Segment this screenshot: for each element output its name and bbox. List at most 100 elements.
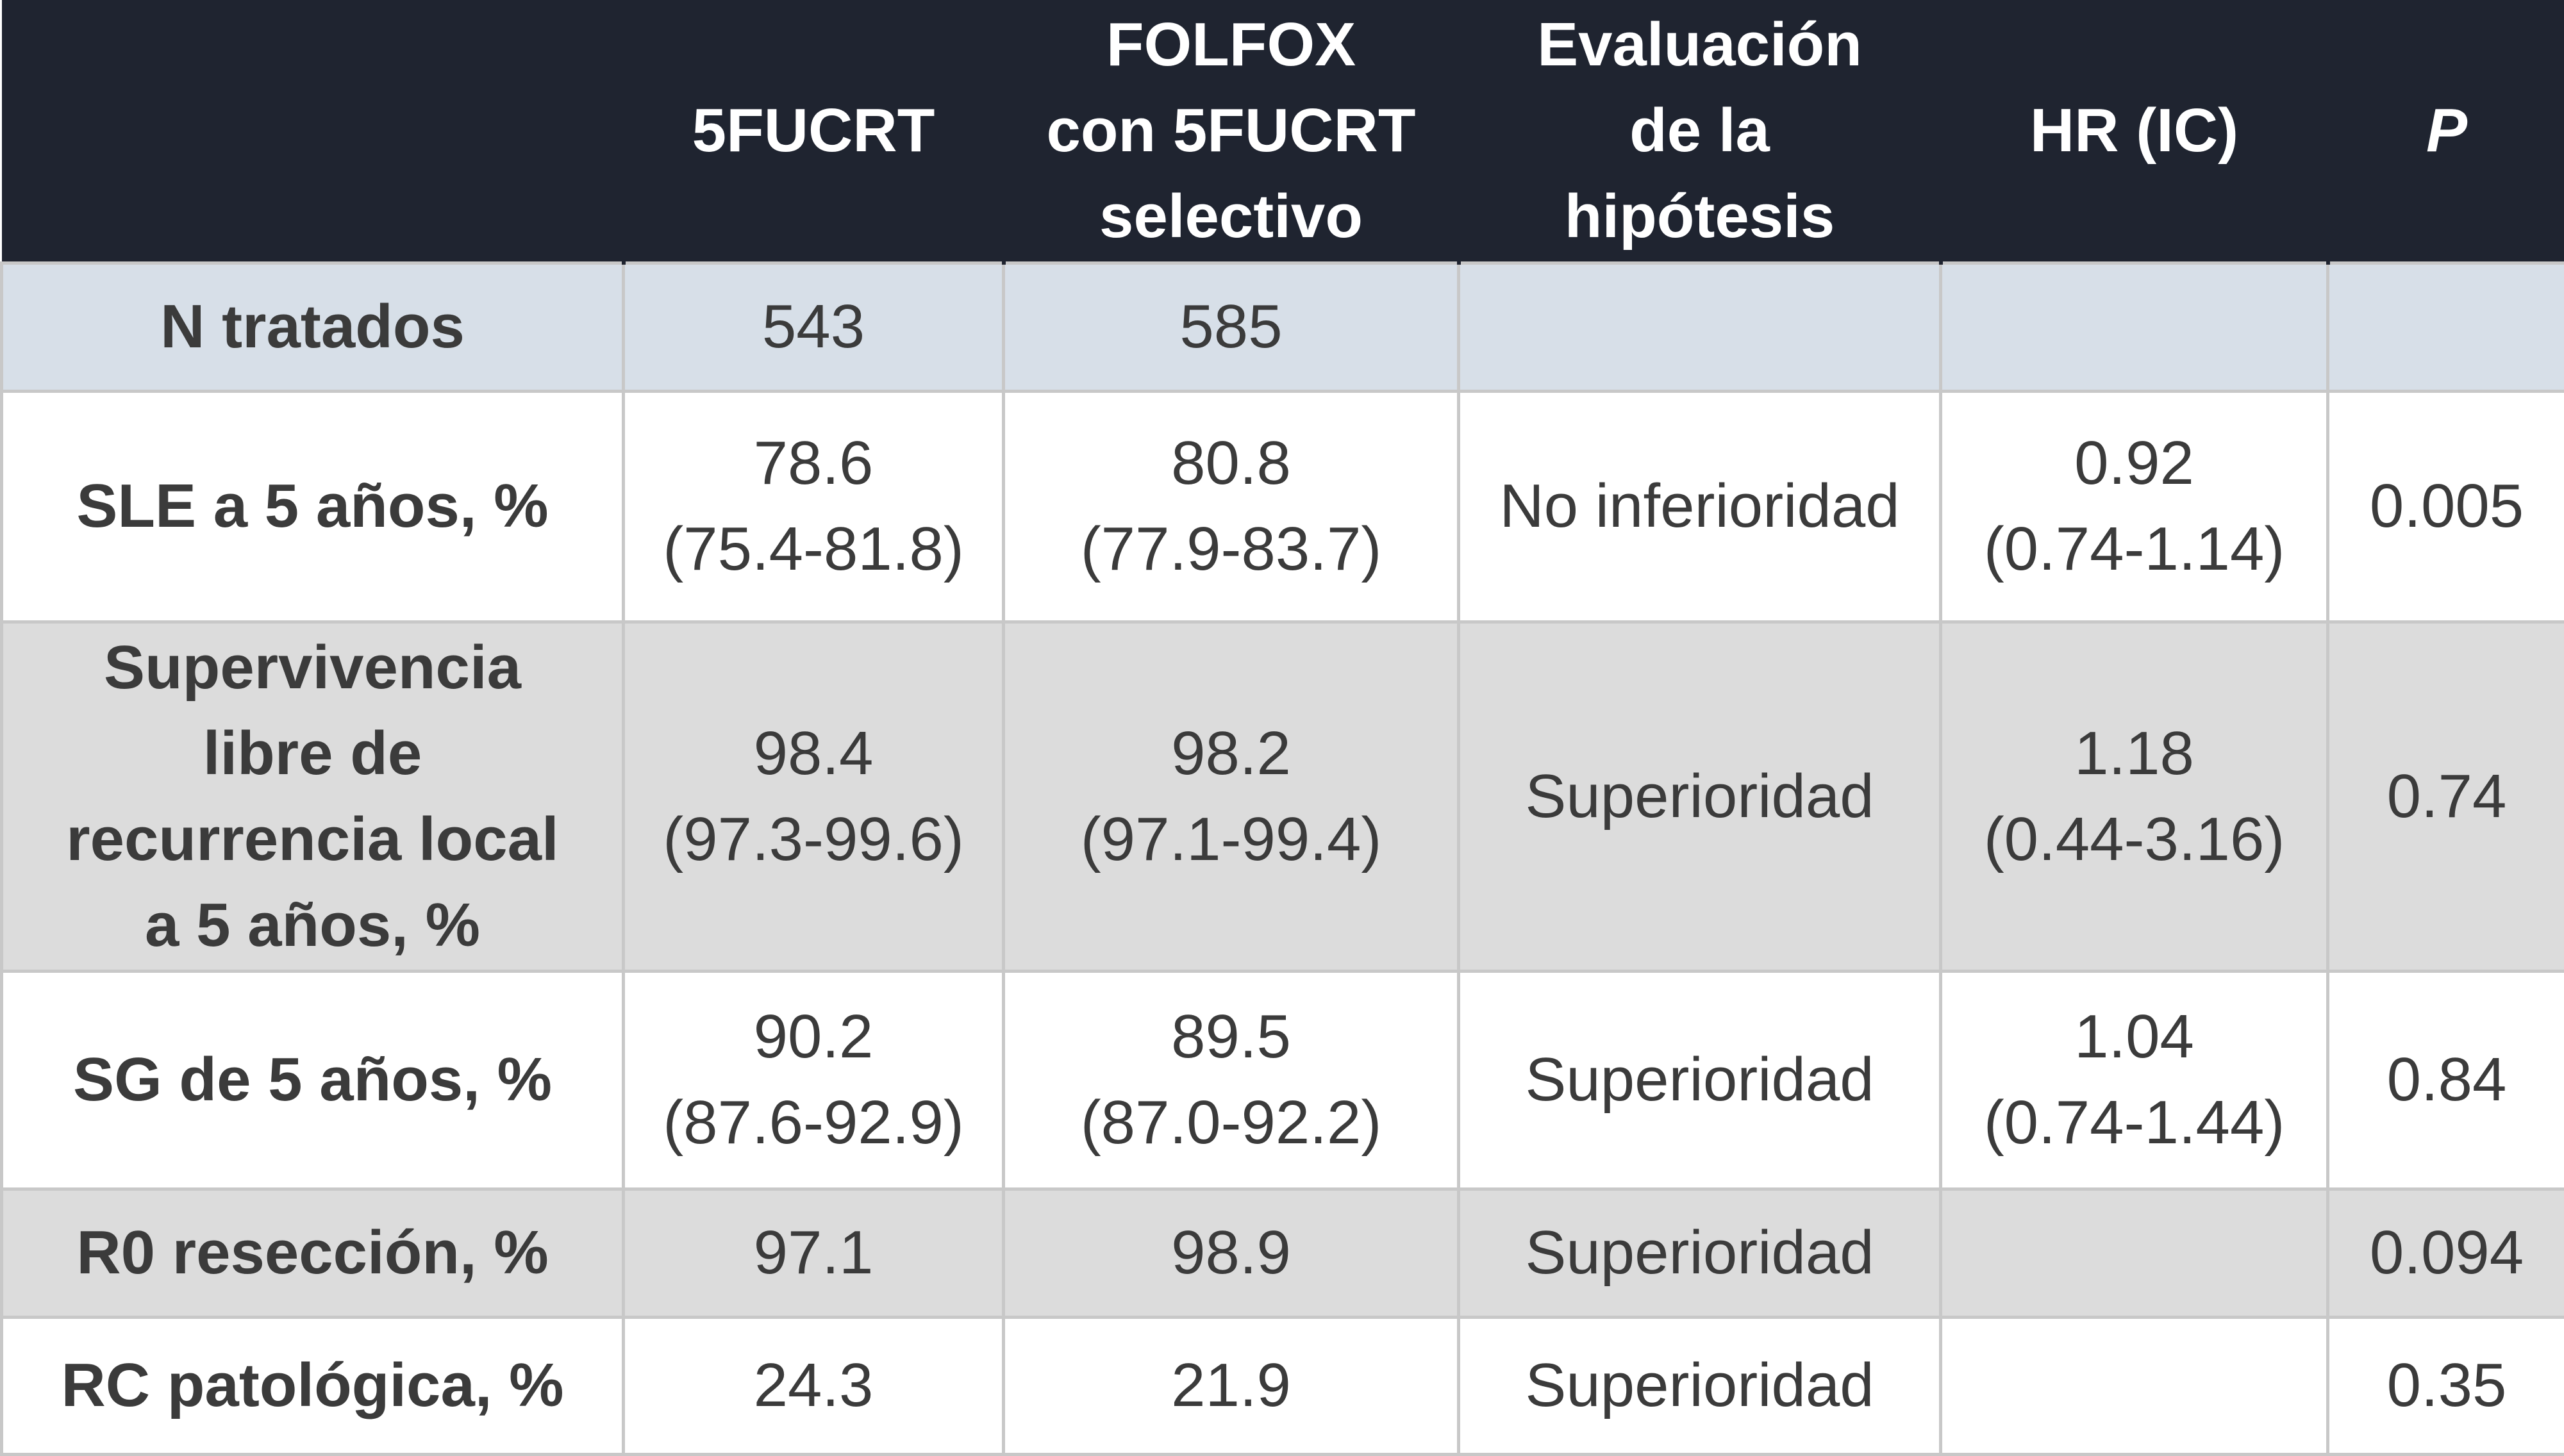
header-hr: HR (IC) (1941, 0, 2328, 263)
cell-ci: (75.4-81.8) (631, 506, 995, 592)
cell-value: 0.35 (2336, 1343, 2558, 1428)
cell-value: 0.92 (1949, 420, 2320, 506)
row-label-line: libre de (10, 711, 615, 797)
cell-folfox: 89.5 (87.0-92.2) (1004, 971, 1459, 1189)
cell-value: Superioridad (1467, 1210, 1933, 1296)
header-line: FOLFOX (1012, 2, 1451, 88)
cell-hypothesis: Superioridad (1459, 1189, 1941, 1317)
cell-value: 0.094 (2336, 1210, 2558, 1296)
cell-hr (1941, 263, 2328, 391)
row-label: Supervivencia libre de recurrencia local… (2, 622, 624, 971)
row-label-line: SLE a 5 años, % (10, 463, 615, 549)
header-line: P (2336, 88, 2558, 174)
header-line: Evaluación (1467, 2, 1933, 88)
cell-hypothesis: No inferioridad (1459, 391, 1941, 622)
cell-value: 0.005 (2336, 463, 2558, 549)
row-label-line: Supervivencia (10, 625, 615, 711)
cell-value: Superioridad (1467, 1037, 1933, 1123)
row-label: SLE a 5 años, % (2, 391, 624, 622)
header-empty (2, 0, 624, 263)
header-line: 5FUCRT (632, 88, 995, 174)
header-hypothesis: Evaluación de la hipótesis (1459, 0, 1941, 263)
cell-p: 0.74 (2328, 622, 2564, 971)
cell-p: 0.35 (2328, 1317, 2564, 1454)
row-label-line: RC patológica, % (10, 1343, 615, 1428)
cell-p: 0.005 (2328, 391, 2564, 622)
cell-value: 90.2 (631, 994, 995, 1080)
header-row: 5FUCRT FOLFOX con 5FUCRT selectivo Evalu… (2, 0, 2564, 263)
header-line: HR (IC) (1949, 88, 2320, 174)
cell-value: No inferioridad (1467, 463, 1933, 549)
cell-ci: (77.9-83.7) (1011, 506, 1451, 592)
row-label-line: recurrencia local (10, 797, 615, 882)
row-label: N tratados (2, 263, 624, 391)
cell-hr: 0.92 (0.74-1.14) (1941, 391, 2328, 622)
row-label-line: N tratados (10, 284, 615, 370)
cell-hr (1941, 1189, 2328, 1317)
cell-value: 543 (631, 284, 995, 370)
cell-value: 98.4 (631, 711, 995, 797)
cell-ci: (87.0-92.2) (1011, 1080, 1451, 1166)
cell-hypothesis (1459, 263, 1941, 391)
header-line: hipótesis (1467, 174, 1933, 260)
cell-folfox: 98.2 (97.1-99.4) (1004, 622, 1459, 971)
row-label-line: a 5 años, % (10, 882, 615, 968)
cell-ci: (0.74-1.14) (1949, 506, 2320, 592)
table-row-r0-resection: R0 resección, % 97.1 98.9 Superioridad 0… (2, 1189, 2564, 1317)
cell-ci: (0.74-1.44) (1949, 1080, 2320, 1166)
row-label: R0 resección, % (2, 1189, 624, 1317)
cell-value: 585 (1011, 284, 1451, 370)
header-p: P (2328, 0, 2564, 263)
cell-ci: (97.3-99.6) (631, 797, 995, 882)
table-row-n-treated: N tratados 543 585 (2, 263, 2564, 391)
cell-p: 0.84 (2328, 971, 2564, 1189)
cell-5fucrt: 98.4 (97.3-99.6) (624, 622, 1004, 971)
cell-5fucrt: 78.6 (75.4-81.8) (624, 391, 1004, 622)
header-5fucrt: 5FUCRT (624, 0, 1004, 263)
cell-5fucrt: 24.3 (624, 1317, 1004, 1454)
row-label-line: R0 resección, % (10, 1210, 615, 1296)
cell-value: 78.6 (631, 420, 995, 506)
cell-hypothesis: Superioridad (1459, 622, 1941, 971)
cell-value: 98.2 (1011, 711, 1451, 797)
header-line: de la (1467, 88, 1933, 174)
cell-p: 0.094 (2328, 1189, 2564, 1317)
cell-value: 98.9 (1011, 1210, 1451, 1296)
cell-5fucrt: 543 (624, 263, 1004, 391)
cell-hr (1941, 1317, 2328, 1454)
cell-ci: (97.1-99.4) (1011, 797, 1451, 882)
cell-5fucrt: 90.2 (87.6-92.9) (624, 971, 1004, 1189)
header-folfox: FOLFOX con 5FUCRT selectivo (1004, 0, 1459, 263)
cell-value: 89.5 (1011, 994, 1451, 1080)
header-line: con 5FUCRT (1012, 88, 1451, 174)
cell-ci: (87.6-92.9) (631, 1080, 995, 1166)
cell-value: 0.84 (2336, 1037, 2558, 1123)
cell-folfox: 80.8 (77.9-83.7) (1004, 391, 1459, 622)
cell-5fucrt: 97.1 (624, 1189, 1004, 1317)
cell-value: 24.3 (631, 1343, 995, 1428)
cell-hypothesis: Superioridad (1459, 1317, 1941, 1454)
row-label-line: SG de 5 años, % (10, 1037, 615, 1123)
table-row-dfs-5y: SLE a 5 años, % 78.6 (75.4-81.8) 80.8 (7… (2, 391, 2564, 622)
row-label: SG de 5 años, % (2, 971, 624, 1189)
cell-folfox: 585 (1004, 263, 1459, 391)
cell-value: 97.1 (631, 1210, 995, 1296)
table-row-local-recurrence-free: Supervivencia libre de recurrencia local… (2, 622, 2564, 971)
cell-folfox: 98.9 (1004, 1189, 1459, 1317)
cell-p (2328, 263, 2564, 391)
cell-value: Superioridad (1467, 1343, 1933, 1428)
row-label: RC patológica, % (2, 1317, 624, 1454)
table-row-pathologic-cr: RC patológica, % 24.3 21.9 Superioridad … (2, 1317, 2564, 1454)
header-line: selectivo (1012, 174, 1451, 260)
cell-value: 21.9 (1011, 1343, 1451, 1428)
cell-hypothesis: Superioridad (1459, 971, 1941, 1189)
cell-folfox: 21.9 (1004, 1317, 1459, 1454)
cell-value: Superioridad (1467, 754, 1933, 840)
cell-value: 1.18 (1949, 711, 2320, 797)
table-row-os-5y: SG de 5 años, % 90.2 (87.6-92.9) 89.5 (8… (2, 971, 2564, 1189)
cell-ci: (0.44-3.16) (1949, 797, 2320, 882)
cell-value: 0.74 (2336, 754, 2558, 840)
cell-hr: 1.18 (0.44-3.16) (1941, 622, 2328, 971)
cell-value: 80.8 (1011, 420, 1451, 506)
